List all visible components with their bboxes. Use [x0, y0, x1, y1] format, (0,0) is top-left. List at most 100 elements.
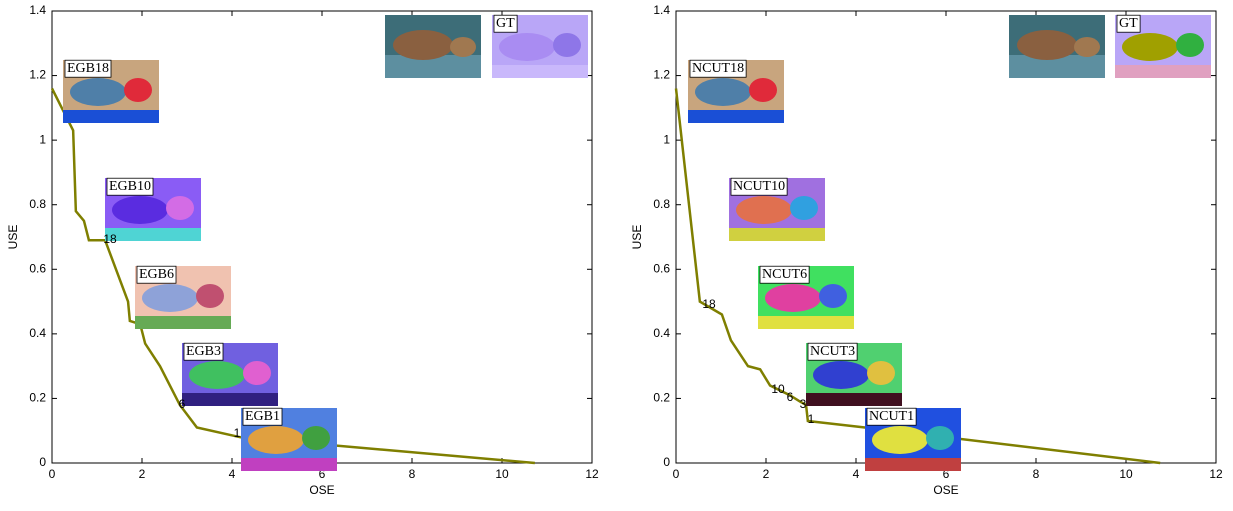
x-tick-label: 12 — [1209, 467, 1223, 481]
thumbnail-region — [867, 361, 895, 385]
x-axis-label: OSE — [933, 483, 958, 497]
photo-bear — [450, 37, 476, 57]
point-label: 1 — [234, 426, 241, 440]
thumbnail-region — [166, 196, 194, 220]
y-tick-label: 0 — [663, 455, 670, 469]
x-tick-label: 2 — [763, 467, 770, 481]
y-tick-label: 1.4 — [29, 3, 46, 17]
thumbnail-region — [806, 393, 902, 406]
thumbnail-region — [736, 196, 792, 224]
image-label: EGB10 — [109, 179, 151, 194]
thumbnail: NCUT3 — [806, 343, 902, 406]
x-tick-label: 4 — [229, 467, 236, 481]
point-label: 1 — [808, 412, 815, 426]
x-tick-label: 10 — [495, 467, 509, 481]
thumbnail-region — [729, 228, 825, 241]
y-tick-label: 0 — [39, 455, 46, 469]
thumbnail: NCUT1 — [865, 408, 961, 471]
x-tick-label: 8 — [1033, 467, 1040, 481]
thumbnail-region — [63, 110, 159, 123]
thumbnail-region — [1115, 65, 1211, 78]
x-tick-label: 12 — [585, 467, 599, 481]
photo-thumbnail — [385, 15, 481, 78]
image-label: EGB3 — [186, 344, 221, 359]
image-label: EGB6 — [139, 267, 174, 282]
image-label: NCUT6 — [762, 267, 807, 282]
thumbnail-region — [1122, 33, 1178, 61]
y-tick-label: 0.2 — [653, 391, 670, 405]
thumbnail-region — [105, 228, 201, 241]
thumbnail-region — [112, 196, 168, 224]
thumbnail-region — [124, 78, 152, 102]
thumbnail: GT — [1115, 15, 1211, 78]
y-tick-label: 1.2 — [29, 68, 46, 82]
y-tick-label: 0.6 — [653, 261, 670, 275]
y-axis-label: USE — [630, 225, 644, 250]
thumbnail: EGB6 — [135, 266, 231, 329]
point-label: 6 — [787, 390, 794, 404]
thumbnail: NCUT18 — [688, 60, 784, 123]
thumbnail-region — [492, 65, 588, 78]
point-label: 6 — [179, 397, 186, 411]
thumbnail-region — [248, 426, 304, 454]
y-tick-label: 1.2 — [653, 68, 670, 82]
x-tick-label: 0 — [673, 467, 680, 481]
thumbnail: NCUT6 — [758, 266, 854, 329]
thumbnail-region — [865, 458, 961, 471]
thumbnail-region — [135, 316, 231, 329]
thumbnail-region — [765, 284, 821, 312]
x-tick-label: 2 — [139, 467, 146, 481]
thumbnail-region — [243, 361, 271, 385]
thumbnail-region — [688, 110, 784, 123]
thumbnail-region — [241, 458, 337, 471]
image-label: NCUT18 — [692, 61, 744, 76]
thumbnail: EGB3 — [182, 343, 278, 406]
thumbnail-region — [790, 196, 818, 220]
thumbnail-region — [749, 78, 777, 102]
thumbnail-region — [142, 284, 198, 312]
photo-bear — [1074, 37, 1100, 57]
image-label: NCUT3 — [810, 344, 855, 359]
thumbnail-region — [1176, 33, 1204, 57]
photo-bear — [393, 30, 453, 60]
image-label: GT — [496, 16, 515, 31]
thumbnail-region — [695, 78, 751, 106]
thumbnail: EGB1 — [241, 408, 337, 471]
figure: 02468101200.20.40.60.811.21.4OSEUSEGTEGB… — [0, 0, 1233, 506]
thumbnail-region — [70, 78, 126, 106]
thumbnail: EGB18 — [63, 60, 159, 123]
x-tick-label: 4 — [853, 467, 860, 481]
thumbnail: GT — [492, 15, 588, 78]
page: 02468101200.20.40.60.811.21.4OSEUSEGTEGB… — [0, 0, 1233, 511]
photo-thumbnail — [1009, 15, 1105, 78]
thumbnail-region — [553, 33, 581, 57]
point-label: 18 — [702, 297, 716, 311]
thumbnail-region — [196, 284, 224, 308]
thumbnail-region — [302, 426, 330, 450]
y-tick-label: 0.8 — [29, 197, 46, 211]
point-label: 10 — [771, 382, 785, 396]
y-tick-label: 0.4 — [29, 326, 46, 340]
y-tick-label: 1.4 — [653, 3, 670, 17]
y-tick-label: 0.6 — [29, 261, 46, 275]
thumbnail-region — [189, 361, 245, 389]
image-label: NCUT10 — [733, 179, 785, 194]
y-tick-label: 0.8 — [653, 197, 670, 211]
thumbnail-region — [813, 361, 869, 389]
x-tick-label: 10 — [1119, 467, 1133, 481]
y-axis-label: USE — [6, 225, 20, 250]
x-tick-label: 8 — [409, 467, 416, 481]
x-tick-label: 0 — [49, 467, 56, 481]
point-label: 18 — [103, 232, 117, 246]
photo-bear — [1017, 30, 1077, 60]
thumbnail-region — [499, 33, 555, 61]
x-axis-label: OSE — [309, 483, 334, 497]
thumbnail: NCUT10 — [729, 178, 825, 241]
point-label: 3 — [800, 397, 807, 411]
y-tick-label: 1 — [663, 132, 670, 146]
thumbnail: EGB10 — [105, 178, 201, 241]
thumbnail-region — [872, 426, 928, 454]
image-label: EGB1 — [245, 409, 280, 424]
y-tick-label: 1 — [39, 132, 46, 146]
